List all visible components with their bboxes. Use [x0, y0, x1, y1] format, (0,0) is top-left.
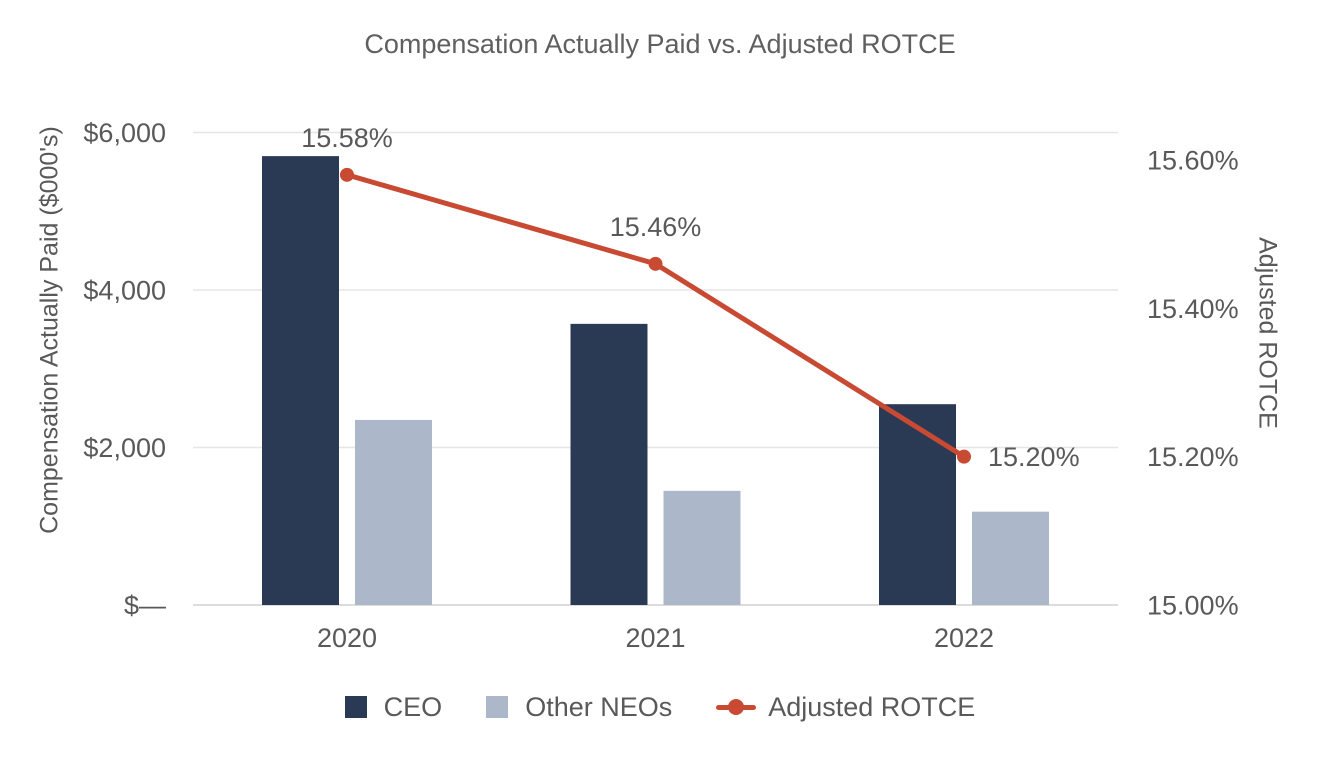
legend-label-other-neos: Other NEOs	[525, 691, 673, 722]
rotce-data-label: 15.46%	[610, 212, 702, 242]
legend-swatch-ceo	[344, 696, 367, 718]
right-axis-tick-label: 15.60%	[1147, 146, 1239, 176]
bar-ceo-2022	[879, 404, 956, 605]
x-axis-label: 2022	[934, 623, 994, 653]
legend-swatch-other-neos	[486, 696, 509, 718]
legend-line-dot-icon	[728, 699, 745, 715]
rotce-marker-2021	[648, 256, 663, 271]
right-axis-tick-label: 15.20%	[1147, 442, 1239, 472]
left-axis-tick-label: $2,000	[83, 433, 166, 463]
legend: CEO Other NEOs Adjusted ROTCE	[0, 691, 1320, 723]
bar-ceo-2021	[570, 323, 648, 605]
x-axis-label: 2021	[625, 623, 685, 653]
left-axis-tick-label: $4,000	[83, 276, 166, 306]
legend-label-rotce: Adjusted ROTCE	[768, 691, 976, 722]
legend-label-ceo: CEO	[383, 691, 443, 722]
left-axis-tick-label: $—	[124, 591, 166, 621]
rotce-data-label: 15.58%	[301, 123, 393, 153]
legend-line-swatch	[716, 699, 757, 715]
bar-other-neos-2022	[972, 511, 1049, 605]
legend-item-other-neos: Other NEOs	[486, 692, 672, 723]
rotce-marker-2022	[957, 449, 971, 464]
bar-ceo-2020	[262, 156, 339, 605]
right-axis-tick-label: 15.00%	[1147, 591, 1239, 621]
x-axis-label: 2020	[317, 623, 377, 653]
rotce-data-label: 15.20%	[988, 442, 1080, 472]
left-axis-tick-label: $6,000	[83, 118, 166, 148]
right-axis-tick-label: 15.40%	[1147, 294, 1239, 324]
chart-title: Compensation Actually Paid vs. Adjusted …	[364, 29, 956, 59]
bar-other-neos-2020	[355, 419, 432, 605]
legend-item-ceo: CEO	[344, 691, 443, 723]
legend-item-rotce: Adjusted ROTCE	[716, 692, 975, 723]
bar-other-neos-2021	[663, 490, 741, 605]
rotce-marker-2020	[340, 167, 354, 182]
